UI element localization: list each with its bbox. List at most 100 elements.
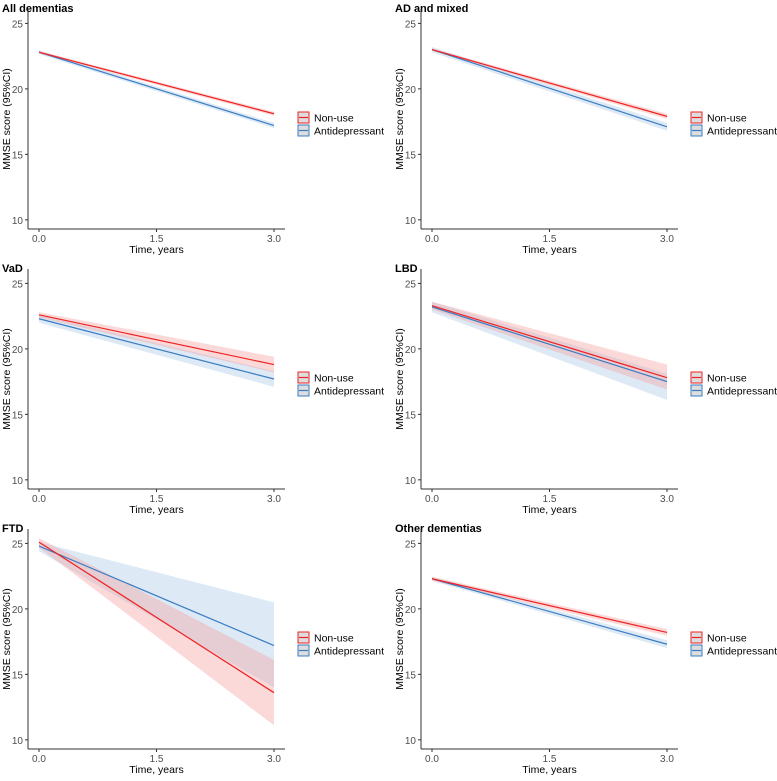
y-tick-label: 25: [405, 19, 417, 30]
ci-ribbon-non-use: [432, 48, 667, 119]
legend-label: Non-use: [314, 373, 354, 385]
series-line-antidepressant: [431, 578, 668, 645]
x-tick-label: 1.5: [150, 754, 164, 765]
panel-4: FTD 10 15 20 25 0.0 1.5 3.0 Time, years MMSE scor…: [1, 523, 384, 776]
ci-ribbon-antidepressant: [432, 46, 667, 131]
ci-ribbon-non-use: [39, 538, 274, 726]
panel-1: AD and mixed 10 15 20 25 0.0 1.5 3.0 Time, years…: [394, 3, 777, 256]
panel-title: FTD: [2, 523, 23, 535]
ci-ribbon-non-use: [39, 312, 274, 373]
y-tick-label: 20: [12, 605, 24, 616]
series-line-antidepressant: [431, 49, 668, 128]
series-line-non-use: [431, 305, 668, 379]
y-tick-label: 25: [12, 539, 24, 550]
panel-title: Other dementias: [395, 523, 482, 535]
ci-ribbon-non-use: [432, 576, 667, 636]
y-tick-label: 10: [12, 476, 24, 487]
panel-0: All dementias 10 15 20 25 0.0 1.5 3.0 Time, year…: [1, 3, 384, 256]
legend-label: Non-use: [314, 633, 354, 645]
y-tick-label: 10: [405, 736, 417, 747]
series-line-non-use: [431, 49, 668, 117]
y-tick-label: 10: [12, 216, 24, 227]
legend-label: Antidepressant: [314, 386, 384, 398]
legend-label: Non-use: [707, 633, 747, 645]
x-tick-label: 1.5: [543, 494, 557, 505]
legend-label: Antidepressant: [707, 646, 777, 658]
x-tick-label: 1.5: [543, 234, 557, 245]
panel-title: AD and mixed: [395, 3, 468, 15]
x-axis-label: Time, years: [522, 764, 576, 776]
x-tick-label: 3.0: [267, 494, 281, 505]
y-tick-label: 25: [12, 279, 24, 290]
series-line-non-use: [38, 51, 275, 115]
x-axis-label: Time, years: [129, 764, 183, 776]
series-line-non-use: [38, 314, 275, 366]
ci-ribbon-antidepressant: [39, 542, 274, 688]
ci-ribbon-antidepressant: [39, 314, 274, 387]
panel-title: VaD: [2, 263, 23, 275]
y-tick-label: 15: [12, 670, 24, 681]
legend-label: Non-use: [707, 373, 747, 385]
panel-title: LBD: [395, 263, 418, 275]
y-tick-label: 15: [12, 410, 24, 421]
legend-label: Antidepressant: [314, 646, 384, 658]
panel-3: LBD 10 15 20 25 0.0 1.5 3.0 Time, years MMSE scor…: [394, 263, 777, 516]
x-tick-label: 3.0: [660, 494, 674, 505]
x-tick-label: 0.0: [425, 234, 439, 245]
y-axis-label: MMSE score (95%CI): [1, 588, 13, 690]
x-axis-label: Time, years: [522, 244, 576, 256]
y-tick-label: 20: [405, 85, 417, 96]
series-line-antidepressant: [38, 318, 275, 380]
y-axis-label: MMSE score (95%CI): [394, 68, 406, 170]
y-tick-label: 25: [405, 539, 417, 550]
x-tick-label: 0.0: [32, 494, 46, 505]
y-tick-label: 20: [12, 85, 24, 96]
y-axis-label: MMSE score (95%CI): [1, 328, 13, 430]
legend-label: Non-use: [707, 113, 747, 125]
legend-label: Antidepressant: [707, 126, 777, 138]
legend-label: Antidepressant: [314, 126, 384, 138]
panel-title: All dementias: [2, 3, 74, 15]
series-line-antidepressant: [431, 306, 668, 383]
x-axis-label: Time, years: [129, 504, 183, 516]
y-tick-label: 20: [405, 345, 417, 356]
ci-ribbon-antidepressant: [432, 301, 667, 400]
x-tick-label: 3.0: [267, 234, 281, 245]
y-tick-label: 15: [405, 410, 417, 421]
y-tick-label: 15: [405, 150, 417, 161]
series-line-antidepressant: [38, 545, 275, 647]
x-tick-label: 0.0: [32, 754, 46, 765]
x-tick-label: 1.5: [150, 494, 164, 505]
x-tick-label: 0.0: [32, 234, 46, 245]
ci-ribbon-non-use: [432, 301, 667, 390]
x-tick-label: 3.0: [660, 234, 674, 245]
x-axis-label: Time, years: [129, 244, 183, 256]
y-tick-label: 15: [12, 150, 24, 161]
y-tick-label: 20: [12, 345, 24, 356]
y-tick-label: 10: [12, 736, 24, 747]
x-axis-label: Time, years: [522, 504, 576, 516]
panel-2: VaD 10 15 20 25 0.0 1.5 3.0 Time, years MMSE scor…: [1, 263, 384, 516]
series-line-non-use: [38, 541, 275, 694]
x-tick-label: 0.0: [425, 494, 439, 505]
y-tick-label: 20: [405, 605, 417, 616]
panel-5: Other dementias 10 15 20 25 0.0 1.5 3.0 Time, ye…: [394, 523, 777, 776]
x-tick-label: 3.0: [267, 754, 281, 765]
x-tick-label: 1.5: [543, 754, 557, 765]
y-tick-label: 25: [12, 19, 24, 30]
series-line-antidepressant: [38, 51, 275, 127]
legend-label: Non-use: [314, 113, 354, 125]
series-line-non-use: [431, 578, 668, 634]
y-axis-label: MMSE score (95%CI): [394, 588, 406, 690]
y-axis-label: MMSE score (95%CI): [394, 328, 406, 430]
x-tick-label: 1.5: [150, 234, 164, 245]
x-tick-label: 0.0: [425, 754, 439, 765]
y-tick-label: 10: [405, 216, 417, 227]
y-axis-label: MMSE score (95%CI): [1, 68, 13, 170]
y-tick-label: 25: [405, 279, 417, 290]
y-tick-label: 10: [405, 476, 417, 487]
legend-label: Antidepressant: [707, 386, 777, 398]
x-tick-label: 3.0: [660, 754, 674, 765]
